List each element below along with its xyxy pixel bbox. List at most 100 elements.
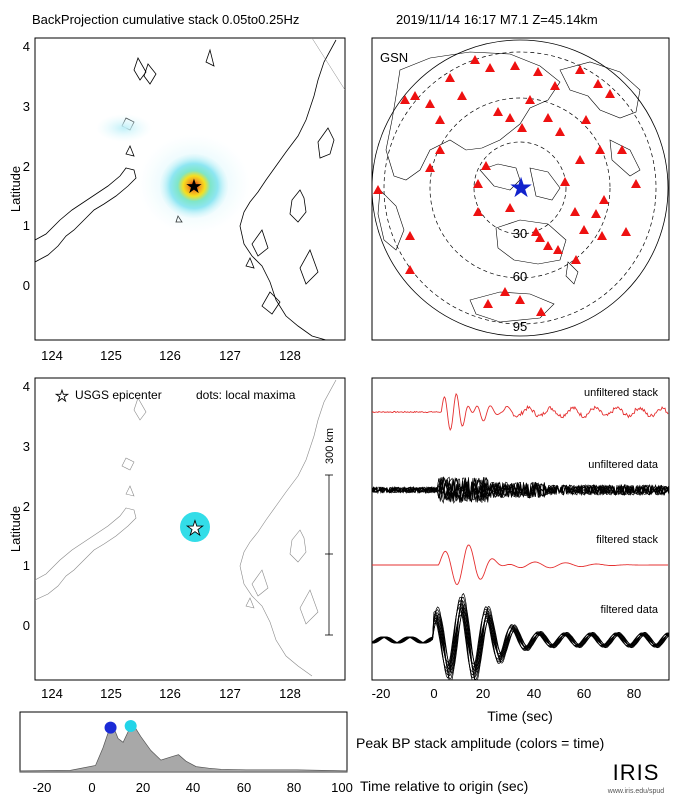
trace-unfiltered-data (372, 476, 669, 502)
station-triangle (579, 225, 589, 234)
map-top-ylabel: Latitude (8, 166, 23, 212)
trace-unfiltered-data (372, 480, 669, 504)
map-top-ytick: 1 (23, 218, 30, 233)
wave-xtick: 40 (527, 686, 541, 701)
scale-bar (325, 474, 333, 636)
label-filtered-data: filtered data (601, 604, 659, 616)
figure-title: BackProjection cumulative stack 0.05to0.… (32, 12, 299, 27)
station-triangle (517, 123, 527, 132)
map-top-xtick: 125 (100, 348, 122, 363)
station-triangle (470, 55, 480, 64)
coastline-top (35, 38, 345, 340)
map-bottom-xtick: 126 (159, 686, 181, 701)
event-info: 2019/11/14 16:17 M7.1 Z=45.14km (396, 12, 598, 27)
secondary-hotspot (96, 114, 152, 142)
station-triangle (483, 299, 493, 308)
map-top-xtick: 124 (41, 348, 63, 363)
station-triangle (473, 179, 483, 188)
station-triangle (597, 231, 607, 240)
bp-hotspot (160, 154, 228, 218)
station-triangle (473, 207, 483, 216)
station-triangle (581, 115, 591, 124)
legend-star-label: USGS epicenter (75, 388, 162, 402)
map-bottom-xtick: 127 (219, 686, 241, 701)
station-triangle (533, 67, 543, 76)
map-top-ytick: 3 (23, 99, 30, 114)
epicenter-star-globe: ★ (508, 172, 533, 203)
local-maxima-cyan (180, 512, 210, 542)
amplitude-panel: -20 0 20 40 60 80 100 Peak BP stack ampl… (19, 711, 604, 795)
waveform-panel: unfiltered stack unfiltered data filtere… (371, 377, 670, 724)
local-maximum-cyan (124, 719, 137, 732)
map-bottom-ylabel: Latitude (8, 506, 23, 552)
station-triangle (505, 203, 515, 212)
station-triangle (550, 81, 560, 90)
ring-label-30: 30 (513, 226, 527, 241)
station-triangle (445, 73, 455, 82)
station-triangle (543, 241, 553, 250)
station-triangle (531, 227, 541, 236)
map-top-ytick: 2 (23, 159, 30, 174)
map-bottom-xtick: 125 (100, 686, 122, 701)
station-triangle (536, 307, 546, 316)
wave-xlabel: Time (sec) (487, 708, 553, 724)
trace-filtered-data (372, 607, 669, 672)
station-triangle (510, 61, 520, 70)
wave-xtick: 80 (627, 686, 641, 701)
station-triangle (543, 113, 553, 122)
ring-label-95: 95 (513, 319, 527, 334)
station-triangle (405, 265, 415, 274)
epicenter-star-top: ★ (185, 176, 203, 198)
amp-xtick: 40 (186, 780, 200, 795)
station-triangle (621, 227, 631, 236)
iris-logo-url: www.iris.edu/spud (607, 788, 665, 795)
map-top-ytick: 4 (23, 39, 30, 54)
amplitude-label: Peak BP stack amplitude (colors = time) (356, 735, 604, 751)
station-triangle (617, 145, 627, 154)
network-label: GSN (380, 50, 408, 65)
station-triangle (605, 89, 615, 98)
station-triangle (599, 195, 609, 204)
station-triangle (435, 115, 445, 124)
wave-xtick: 20 (476, 686, 490, 701)
map-bottom-ytick: 0 (23, 618, 30, 633)
station-triangle (515, 295, 525, 304)
ring-60 (429, 97, 611, 279)
station-triangle (435, 145, 445, 154)
station-triangle (570, 207, 580, 216)
station-markers (373, 55, 641, 316)
map-bottom-xtick: 124 (41, 686, 63, 701)
trace-unfiltered-stack (372, 392, 669, 431)
ring-30 (473, 141, 567, 235)
station-triangle (553, 245, 563, 254)
amp-xtick: -20 (33, 780, 52, 795)
station-triangle (571, 255, 581, 264)
amp-xtick: 0 (88, 780, 95, 795)
station-triangle (500, 287, 510, 296)
iris-logo: IRIS www.iris.edu/spud (607, 760, 665, 795)
map-bottom-ytick: 1 (23, 558, 30, 573)
globe-panel: ★ GSN 30 60 95 (371, 37, 670, 341)
station-triangle (405, 231, 415, 240)
station-triangle (555, 127, 565, 136)
wave-xtick: 60 (577, 686, 591, 701)
wave-xtick: -20 (372, 686, 391, 701)
legend-star-icon: ★ (55, 388, 68, 405)
map-bottom-panel: ★ ★ USGS epicenter dots: local maxima 30… (8, 377, 346, 701)
amp-xtick: 60 (237, 780, 251, 795)
wave-xtick: 0 (430, 686, 437, 701)
amp-xtick: 100 (331, 780, 353, 795)
map-bottom-ytick: 4 (23, 379, 30, 394)
map-top-xtick: 127 (219, 348, 241, 363)
station-triangle (410, 91, 420, 100)
local-maximum-blue (104, 721, 117, 734)
station-triangle (575, 155, 585, 164)
map-top-xtick: 128 (279, 348, 301, 363)
epicenter-star-bottom: ★ (186, 518, 204, 540)
trace-unfiltered-data (372, 477, 669, 502)
amp-xtick: 80 (287, 780, 301, 795)
amp-xtick: 20 (136, 780, 150, 795)
station-triangle (485, 63, 495, 72)
station-triangle (481, 161, 491, 170)
